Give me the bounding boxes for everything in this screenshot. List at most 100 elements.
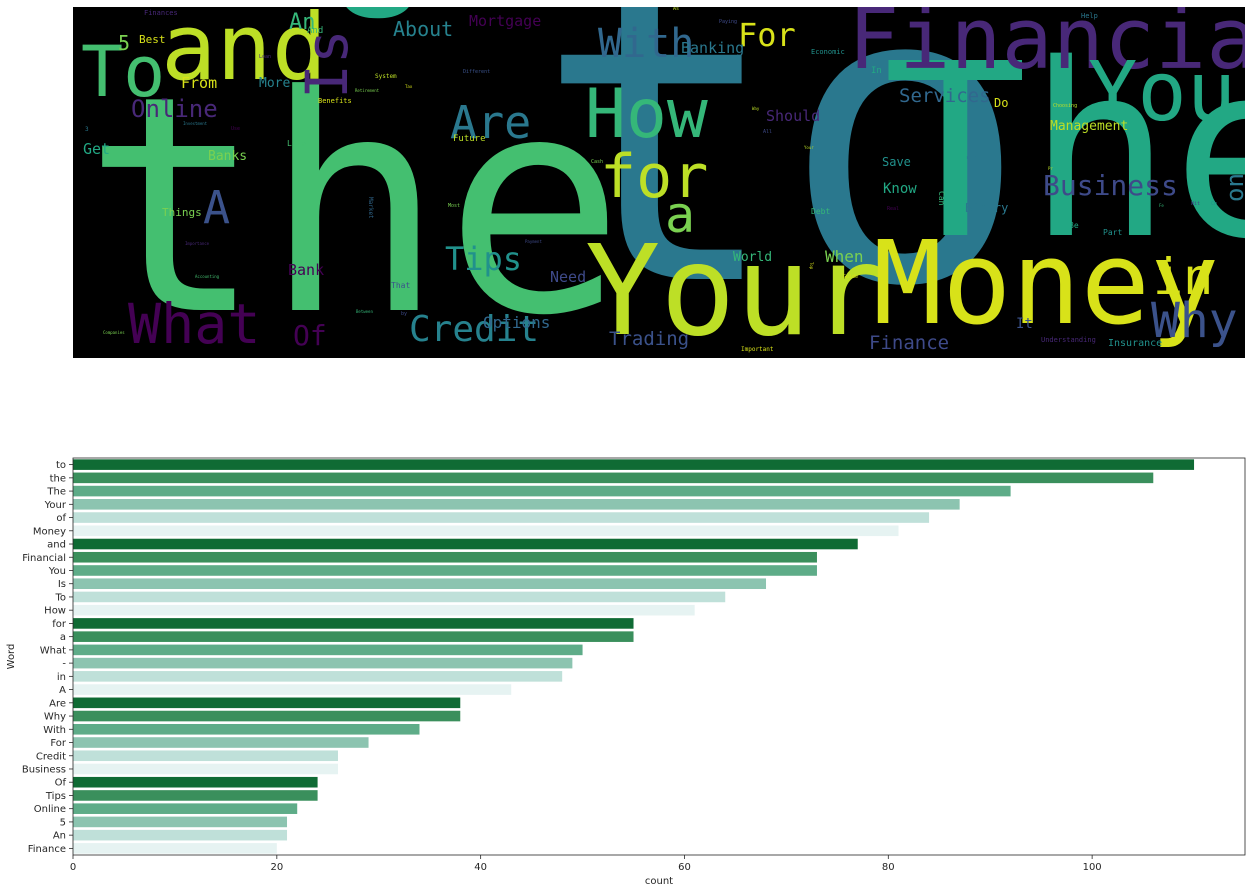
cloud-word: Understanding: [1041, 336, 1096, 344]
y-tick-label: Finance: [28, 844, 66, 855]
cloud-word: Accounting: [195, 274, 220, 279]
cloud-word: a: [665, 186, 696, 244]
cloud-word: Management: [1050, 119, 1129, 134]
bar: [73, 565, 817, 576]
cloud-word: Options: [483, 313, 551, 332]
y-tick-label: Is: [58, 579, 66, 590]
cloud-word: Investment: [183, 121, 208, 126]
y-tick-label: Are: [49, 698, 66, 709]
bar: [73, 657, 573, 669]
y-tick-label: Of: [55, 778, 67, 789]
y-tick-label: Online: [34, 804, 66, 815]
bar: [73, 737, 369, 748]
cloud-word: Benefits: [318, 97, 352, 105]
cloud-word: And: [307, 26, 324, 36]
cloud-word: Should: [766, 107, 821, 125]
y-tick-label: A: [59, 685, 66, 696]
bar: [73, 644, 583, 656]
y-tick-label: Business: [22, 764, 66, 775]
cloud-word: Trading: [609, 328, 690, 350]
cloud-word: 3: [85, 126, 89, 133]
cloud-word: In: [871, 66, 882, 76]
cloud-word: All: [763, 129, 773, 135]
y-tick-label: a: [60, 632, 66, 643]
cloud-word: Ch: [1211, 201, 1218, 207]
cloud-word: -: [961, 136, 982, 176]
cloud-word: Life: [287, 139, 307, 148]
word-cloud: totheTheYourMoneyFinancialandofIsToYouHo…: [73, 7, 1245, 358]
cloud-word: Of: [293, 319, 327, 352]
bar: [73, 512, 930, 523]
y-tick-label: Your: [44, 500, 67, 511]
bar: [73, 525, 899, 537]
plot-frame: [72, 457, 1246, 856]
y-tick-label: of: [56, 513, 66, 524]
y-tick-label: and: [47, 540, 66, 551]
cloud-word: Banks: [208, 149, 248, 164]
cloud-word: Are: [450, 96, 532, 149]
cloud-word: Your: [804, 145, 814, 150]
cloud-word: Most: [448, 203, 461, 209]
y-tick-label: 5: [60, 817, 66, 828]
cloud-word: Be: [1069, 221, 1079, 230]
bar: [73, 763, 338, 775]
bar: [73, 671, 563, 682]
cloud-word: About: [393, 17, 454, 41]
cloud-word: Do: [994, 96, 1009, 110]
cloud-word: When: [825, 247, 864, 266]
bar: [73, 790, 318, 801]
cloud-word: Financial: [848, 7, 1245, 89]
cloud-word: Binary: [965, 201, 1009, 215]
bar: [73, 710, 461, 722]
cloud-word: World: [733, 250, 773, 265]
cloud-word: Need: [550, 268, 587, 286]
cloud-word: Banking: [681, 39, 745, 57]
cloud-word: To: [81, 31, 166, 113]
cloud-word: Things: [162, 206, 202, 219]
y-tick-label: the: [50, 473, 66, 484]
cloud-word: Is: [293, 29, 361, 99]
cloud-word: Way: [752, 106, 760, 111]
cloud-word: by: [401, 311, 408, 317]
y-tick-label: How: [44, 606, 66, 617]
cloud-word: Payment: [525, 239, 542, 244]
bar: [73, 829, 288, 841]
cloud-word: Pr: [1048, 166, 1053, 171]
cloud-word: Business: [1043, 169, 1178, 202]
bar: [73, 538, 858, 550]
bar: [73, 843, 277, 854]
cloud-word: and: [161, 7, 328, 101]
cloud-word: You: [1088, 45, 1237, 140]
bar: [73, 472, 1154, 484]
cloud-word: Finance: [869, 332, 950, 354]
cloud-word: the: [83, 32, 625, 358]
cloud-word: A: [203, 181, 231, 234]
cloud-word: on: [1221, 173, 1245, 202]
cloud-word: An: [289, 10, 316, 35]
bar: [73, 750, 338, 762]
cloud-word: Real: [887, 206, 900, 212]
cloud-word: in: [1153, 248, 1214, 306]
cloud-word: Loan: [259, 54, 272, 60]
cloud-word: 5: [118, 31, 131, 55]
cloud-word: Mortgage: [469, 12, 542, 30]
bar: [73, 723, 420, 735]
cloud-word: Paying: [719, 19, 738, 25]
word-count-bar-chart: to the The Your of Money and Financial You Is To Ho…: [6, 457, 1246, 887]
cloud-word: More: [259, 76, 291, 91]
bar: [73, 604, 695, 616]
bar: [73, 803, 298, 814]
cloud-word: Online: [131, 95, 218, 123]
cloud-word: Market: [367, 197, 374, 219]
cloud-word: Insurance: [1108, 338, 1163, 349]
cloud-word: Money: [873, 217, 1220, 351]
x-tick-label: 100: [1083, 862, 1102, 873]
cloud-word: Finances: [144, 9, 178, 17]
y-tick-label: For: [50, 738, 67, 749]
x-axis-label: count: [645, 876, 673, 887]
cloud-word: Tips: [445, 240, 523, 278]
bar: [73, 631, 634, 642]
cloud-word: Use: [231, 126, 241, 132]
y-tick-label: Financial: [22, 553, 66, 564]
bar: [73, 618, 634, 629]
